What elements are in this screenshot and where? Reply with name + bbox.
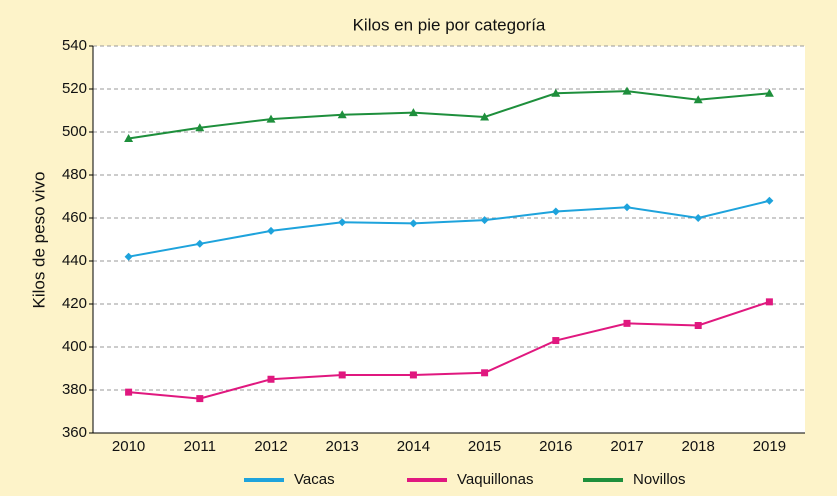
- legend-label: Vacas: [294, 471, 335, 488]
- marker: [480, 112, 490, 121]
- y-tick-label: 440: [62, 252, 87, 269]
- y-axis-label: Kilos de peso vivo: [29, 171, 48, 308]
- legend-label: Vaquillonas: [457, 471, 533, 488]
- x-tick-label: 2016: [539, 438, 572, 455]
- chart-title: Kilos en pie por categoría: [353, 15, 546, 34]
- x-tick-label: 2015: [468, 438, 501, 455]
- x-tick-label: 2010: [112, 438, 145, 455]
- marker: [764, 88, 774, 97]
- marker: [124, 133, 134, 142]
- marker: [694, 214, 703, 222]
- series-line: [128, 90, 770, 140]
- y-tick-label: 360: [62, 424, 87, 441]
- x-tick-label: 2011: [184, 438, 216, 455]
- marker: [552, 337, 560, 345]
- marker: [409, 219, 418, 228]
- marker: [551, 88, 561, 97]
- y-tick-label: 480: [62, 166, 87, 183]
- marker: [124, 252, 133, 261]
- marker: [481, 369, 489, 377]
- marker: [267, 375, 275, 383]
- x-tick-label: 2019: [753, 438, 786, 455]
- marker: [693, 95, 703, 104]
- marker: [623, 203, 631, 212]
- y-tick-label: 380: [62, 381, 87, 398]
- marker: [337, 110, 347, 119]
- marker: [338, 218, 347, 227]
- marker: [125, 388, 133, 396]
- x-tick-label: 2017: [610, 438, 643, 455]
- plot-area: [93, 46, 805, 433]
- x-tick-label: 2014: [397, 438, 430, 455]
- marker: [622, 86, 632, 95]
- series-line: [128, 199, 770, 258]
- marker: [196, 395, 204, 403]
- x-tick-label: 2012: [254, 438, 287, 455]
- marker: [267, 226, 275, 235]
- marker: [195, 239, 204, 248]
- marker: [266, 114, 276, 123]
- marker: [551, 207, 560, 216]
- y-tick-label: 500: [62, 123, 87, 140]
- marker: [765, 196, 774, 205]
- marker: [195, 123, 205, 132]
- series-line: [128, 300, 770, 400]
- marker: [338, 371, 346, 379]
- marker: [694, 322, 702, 329]
- marker: [623, 319, 631, 327]
- y-tick-label: 400: [62, 338, 87, 355]
- y-tick-label: 520: [62, 80, 87, 97]
- marker: [409, 371, 417, 379]
- marker: [408, 108, 418, 117]
- marker: [480, 216, 489, 225]
- x-tick-label: 2013: [326, 438, 359, 455]
- y-tick-label: 540: [62, 37, 87, 54]
- legend-label: Novillos: [633, 471, 686, 488]
- marker: [765, 298, 773, 306]
- y-tick-label: 420: [62, 295, 87, 312]
- y-tick-label: 460: [62, 209, 87, 226]
- x-tick-label: 2018: [682, 438, 715, 455]
